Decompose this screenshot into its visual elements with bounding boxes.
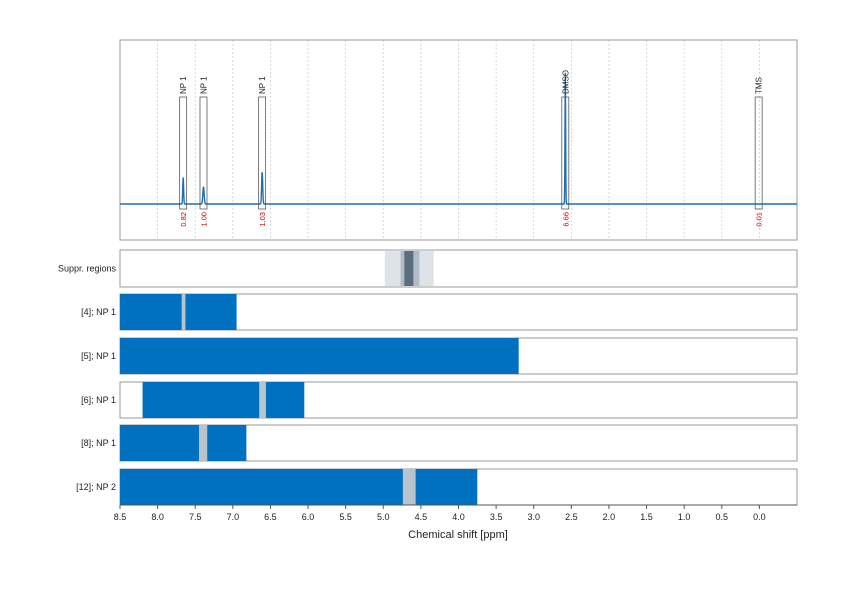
row-frame-2 — [119, 381, 798, 419]
range-gap-3-0 — [198, 425, 208, 461]
x-tick-label: 8.0 — [151, 512, 164, 522]
peak-box-1 — [199, 96, 208, 210]
range-bar-0 — [120, 294, 237, 330]
spectrum-line — [120, 72, 797, 205]
range-bar-3 — [120, 425, 247, 461]
range-gap-2-0 — [259, 382, 266, 418]
row-label-0: [4]; NP 1 — [81, 307, 116, 317]
x-tick-label: 4.5 — [415, 512, 428, 522]
peak-label-3: DMSO — [561, 70, 570, 94]
range-gap-0-0 — [181, 294, 186, 330]
integral-label-0: 0.82 — [179, 212, 188, 227]
row-label-3: [8]; NP 1 — [81, 438, 116, 448]
peak-box-2 — [258, 96, 267, 210]
x-tick-label: 1.0 — [678, 512, 691, 522]
x-tick-label: 5.0 — [377, 512, 390, 522]
x-tick-label: 0.0 — [753, 512, 766, 522]
peak-box-3 — [561, 96, 570, 210]
x-axis-title: Chemical shift [ppm] — [408, 529, 508, 541]
row-label-2: [6]; NP 1 — [81, 395, 116, 405]
peak-box-4 — [754, 96, 763, 210]
peak-label-1: NP 1 — [199, 76, 208, 94]
x-tick-label: 7.0 — [227, 512, 240, 522]
range-bar-4 — [120, 469, 478, 505]
integral-label-3: 6.66 — [561, 212, 570, 227]
x-tick-label: 2.5 — [565, 512, 578, 522]
x-tick-label: 6.5 — [264, 512, 277, 522]
range-rows: Suppr. regions [4]; NP 1 [5]; NP 1 [6]; NP … — [58, 249, 798, 506]
range-bar-2 — [142, 382, 305, 418]
integral-label-2: 1.03 — [258, 212, 267, 227]
spectrum-frame — [119, 39, 798, 241]
supp-inner-region — [404, 251, 414, 286]
integral-label-4: 0.01 — [755, 212, 764, 227]
row-label-1: [5]; NP 1 — [81, 351, 116, 361]
range-gap-4-0 — [402, 469, 416, 505]
integral-label-1: 1.00 — [199, 212, 208, 227]
peak-box-0 — [179, 96, 188, 210]
x-tick-label: 6.0 — [302, 512, 315, 522]
x-tick-label: 3.0 — [527, 512, 540, 522]
x-tick-label: 0.5 — [716, 512, 729, 522]
x-tick-label: 2.0 — [603, 512, 616, 522]
supp-frame — [119, 249, 798, 288]
x-tick-label: 1.5 — [640, 512, 653, 522]
grid-lines — [119, 40, 760, 240]
x-tick-label: 7.5 — [189, 512, 202, 522]
x-axis: 8.5 8.0 7.5 7.0 6.5 6.0 5.5 5.0 4.5 4.0 3.5 3.0 2.5 2… — [114, 504, 797, 522]
spectrum-panel: NP 1 0.82 NP 1 1.00 NP 1 1.03 DMSO 6.66 TMS 0.01 — [119, 39, 798, 241]
x-tick-label: 4.0 — [452, 512, 465, 522]
x-tick-label: 5.5 — [339, 512, 352, 522]
peak-label-2: NP 1 — [258, 76, 267, 94]
peak-label-0: NP 1 — [179, 76, 188, 94]
supp-label: Suppr. regions — [58, 264, 117, 274]
x-tick-label: 3.5 — [490, 512, 503, 522]
row-label-4: [12]; NP 2 — [76, 482, 116, 492]
x-tick-label: 8.5 — [114, 512, 127, 522]
range-bar-1 — [120, 338, 519, 374]
peak-label-4: TMS — [755, 77, 764, 94]
